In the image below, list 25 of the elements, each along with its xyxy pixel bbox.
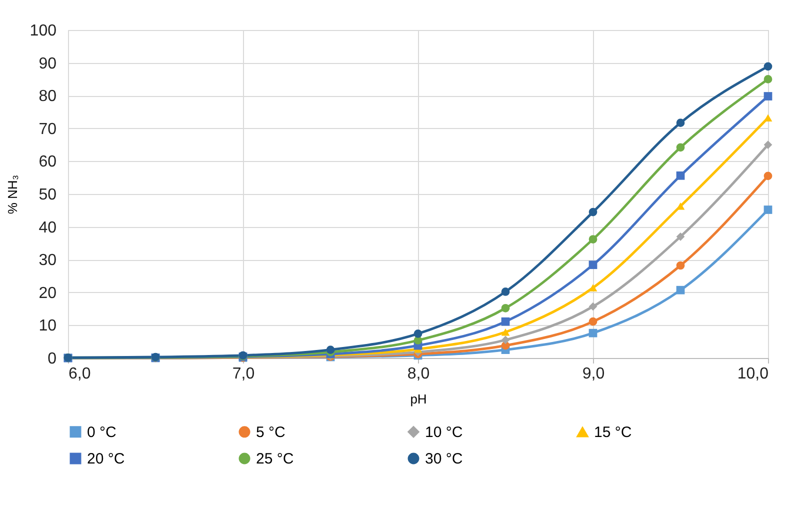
y-tick-label: 90	[38, 55, 57, 72]
y-tick-label: 60	[38, 154, 57, 171]
legend-label: 0 °C	[87, 424, 117, 441]
y-axis-title: % NH₃	[4, 174, 20, 214]
y-tick-label: 80	[38, 88, 57, 106]
legend-label: 25 °C	[256, 450, 294, 468]
x-tick-label: 8,0	[407, 366, 430, 382]
x-tick-label: 10,0	[737, 366, 769, 382]
y-tick-label: 70	[38, 120, 57, 138]
y-tick-label: 30	[38, 252, 57, 270]
legend-label: 20 °C	[87, 450, 125, 468]
y-tick-label: 40	[38, 219, 57, 236]
legend-label: 30 °C	[425, 450, 463, 468]
y-tick-label: 0	[48, 350, 57, 368]
legend-label: 15 °C	[594, 424, 632, 442]
y-tick-label: 10	[38, 318, 57, 335]
x-tick-label: 7,0	[232, 366, 255, 382]
y-tick-label: 50	[38, 186, 57, 204]
x-axis-title: pH	[410, 392, 427, 406]
legend-label: 5 °C	[256, 424, 286, 441]
legend-label: 10 °C	[425, 424, 463, 441]
y-tick-label: 100	[30, 22, 57, 40]
x-tick-label: 9,0	[582, 366, 605, 382]
x-tick-label: 6,0	[68, 366, 91, 382]
y-tick-label: 20	[38, 284, 57, 302]
